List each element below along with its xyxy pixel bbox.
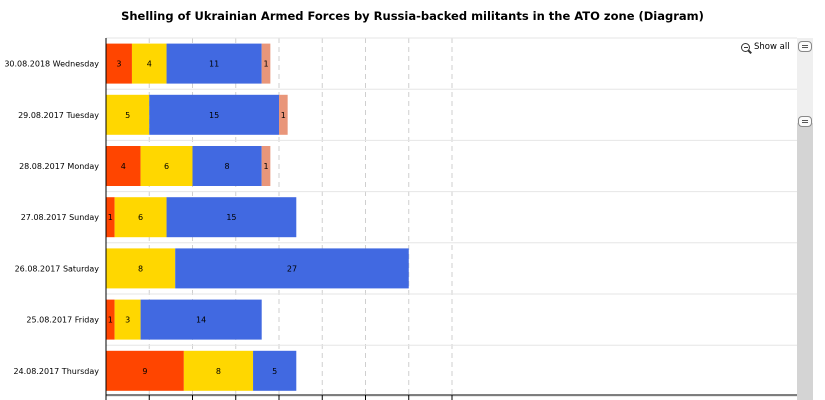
category-label: 24.08.2017 Thursday xyxy=(13,367,99,376)
bar-segment[interactable] xyxy=(106,248,176,289)
bar-value-label: 6 xyxy=(138,213,143,222)
category-label: 25.08.2017 Friday xyxy=(26,316,99,325)
bar-layer: 3 4 11 15 15 14 6 8 11 6 158 271 3 149 8 5 xyxy=(106,43,409,391)
category-label: 29.08.2017 Tuesday xyxy=(18,111,99,120)
bar-segment[interactable] xyxy=(106,299,115,340)
bar-segment[interactable] xyxy=(183,350,254,391)
bar-value-label: 14 xyxy=(196,316,206,325)
chart-title: Shelling of Ukrainian Armed Forces by Ru… xyxy=(121,9,704,23)
bar-value-label: 6 xyxy=(164,162,169,171)
bar-segment[interactable] xyxy=(166,43,262,84)
scrollbar-top-grip[interactable] xyxy=(798,41,812,52)
bar-value-label: 1 xyxy=(108,316,113,325)
bar-segment[interactable] xyxy=(166,197,297,238)
scrollbar-bottom-grip[interactable] xyxy=(798,116,812,127)
bar-value-label: 27 xyxy=(287,264,297,273)
bar-segment[interactable] xyxy=(106,43,132,84)
bar-segment[interactable] xyxy=(140,146,193,186)
axis-layer xyxy=(105,38,797,400)
bar-value-label: 9 xyxy=(142,367,147,376)
bar-segment[interactable] xyxy=(175,248,409,289)
category-label: 30.08.2018 Wednesday xyxy=(4,60,99,69)
bar-segment[interactable] xyxy=(261,43,271,84)
bar-value-label: 1 xyxy=(263,60,268,69)
bar-value-label: 8 xyxy=(138,264,143,273)
bar-segment[interactable] xyxy=(106,350,184,391)
show-all-button[interactable]: Show all xyxy=(741,42,790,52)
bar-segment[interactable] xyxy=(114,299,141,340)
bar-segment[interactable] xyxy=(106,94,150,135)
bar-value-label: 3 xyxy=(125,316,130,325)
bar-segment[interactable] xyxy=(106,197,115,238)
bar-segment[interactable] xyxy=(279,94,288,135)
zoom-out-icon xyxy=(741,42,750,52)
bar-segment[interactable] xyxy=(140,299,262,340)
category-label: 28.08.2017 Monday xyxy=(19,162,99,171)
bar-segment[interactable] xyxy=(106,146,141,186)
show-all-label: Show all xyxy=(754,42,790,52)
bar-value-label: 3 xyxy=(116,60,121,69)
bar-value-label: 5 xyxy=(272,367,277,376)
bar-value-label: 11 xyxy=(209,60,219,69)
bar-segment[interactable] xyxy=(114,197,167,238)
category-label: 26.08.2017 Saturday xyxy=(15,264,100,273)
category-label-layer: 30.08.2018 Wednesday 29.08.2017 Tuesday 28… xyxy=(4,60,99,376)
bar-value-label: 4 xyxy=(147,60,152,69)
bar-value-label: 5 xyxy=(125,111,130,120)
scrollbar-thumb[interactable] xyxy=(797,38,813,123)
bar-value-label: 15 xyxy=(209,111,219,120)
bar-value-label: 4 xyxy=(121,162,126,171)
bar-segment[interactable] xyxy=(261,146,271,186)
bar-value-label: 1 xyxy=(281,111,286,120)
bar-value-label: 8 xyxy=(225,162,230,171)
bar-segment[interactable] xyxy=(131,43,167,84)
category-label: 27.08.2017 Sunday xyxy=(21,213,100,222)
bar-segment[interactable] xyxy=(253,350,297,391)
vertical-scrollbar[interactable] xyxy=(797,38,813,400)
bar-value-label: 15 xyxy=(226,213,236,222)
bar-segment[interactable] xyxy=(149,94,279,135)
bar-value-label: 8 xyxy=(216,367,221,376)
bar-value-label: 1 xyxy=(108,213,113,222)
bar-segment[interactable] xyxy=(192,146,262,186)
bar-value-label: 1 xyxy=(263,162,268,171)
